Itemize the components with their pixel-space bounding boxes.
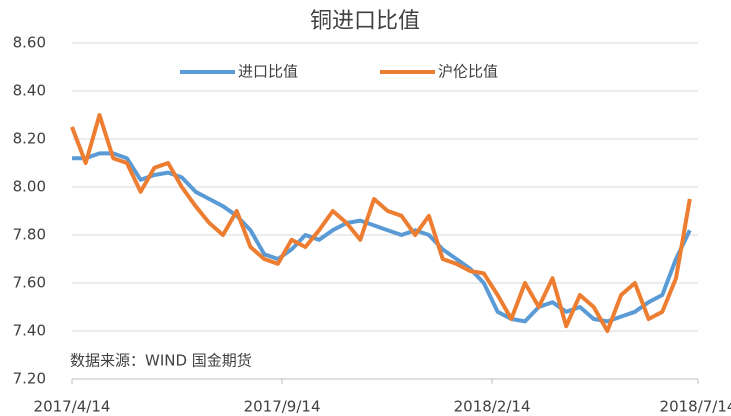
y-tick-label: 8.20: [13, 130, 46, 148]
line-series: [72, 151, 692, 324]
y-tick-label: 7.80: [13, 226, 46, 244]
legend-label: 进口比值: [238, 63, 298, 81]
y-tick-label: 7.60: [13, 274, 46, 292]
x-tick-label: 2018/2/14: [454, 398, 531, 416]
legend-label: 沪伦比值: [438, 63, 498, 81]
x-tick-label: 2017/9/14: [244, 398, 321, 416]
line-series: [70, 113, 692, 333]
y-tick-label: 8.60: [13, 34, 46, 52]
annotation: 数据来源：WIND 国金期货: [70, 352, 252, 370]
y-tick-label: 7.40: [13, 322, 46, 340]
y-tick-label: 8.40: [13, 82, 46, 100]
chart-title: 铜进口比值: [310, 9, 420, 34]
y-tick-label: 8.00: [13, 178, 46, 196]
y-tick-label: 7.20: [13, 370, 46, 388]
x-tick-label: 2018/7/14: [660, 398, 731, 416]
x-tick-label: 2017/4/14: [34, 398, 111, 416]
